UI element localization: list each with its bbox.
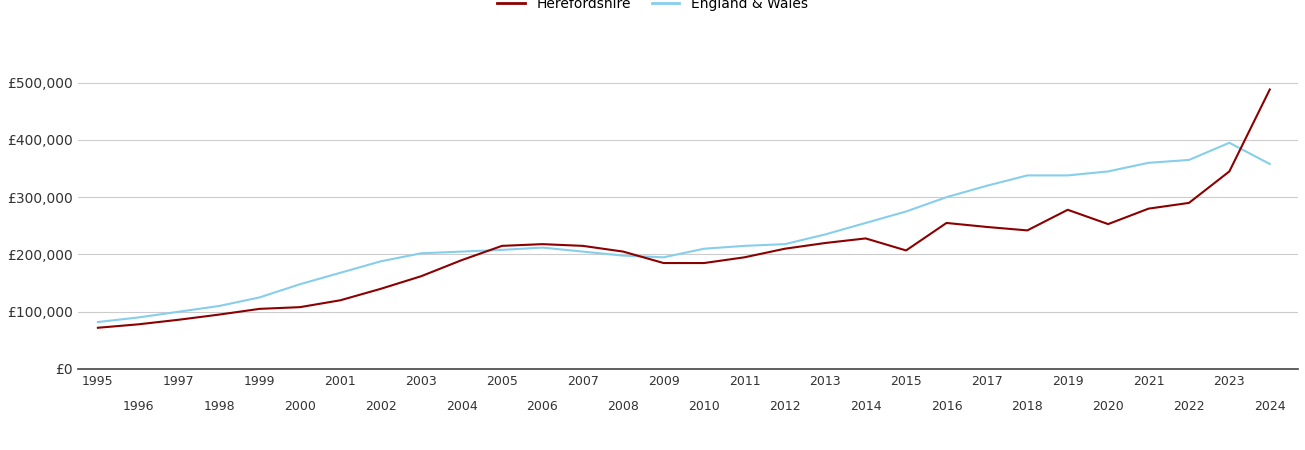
Herefordshire — [979, 224, 994, 230]
England & Wales — [616, 253, 632, 258]
Herefordshire — [696, 261, 711, 266]
Line: England & Wales: England & Wales — [98, 143, 1270, 322]
Herefordshire — [616, 249, 632, 254]
England & Wales — [776, 242, 792, 247]
Text: 2022: 2022 — [1173, 400, 1205, 413]
England & Wales — [130, 315, 146, 320]
Text: 1998: 1998 — [204, 400, 235, 413]
England & Wales — [1141, 160, 1156, 166]
England & Wales — [535, 245, 551, 250]
England & Wales — [1262, 161, 1278, 166]
Herefordshire — [1221, 169, 1237, 174]
Herefordshire — [938, 220, 954, 225]
England & Wales — [454, 249, 470, 254]
Text: 2000: 2000 — [284, 400, 316, 413]
Herefordshire — [1100, 221, 1116, 227]
Herefordshire — [656, 261, 672, 266]
Herefordshire — [535, 242, 551, 247]
England & Wales — [857, 220, 873, 225]
Text: 2008: 2008 — [607, 400, 639, 413]
Herefordshire — [130, 322, 146, 327]
England & Wales — [90, 320, 106, 325]
Herefordshire — [333, 297, 348, 303]
Herefordshire — [171, 317, 187, 323]
Herefordshire — [857, 236, 873, 241]
Herefordshire — [1141, 206, 1156, 211]
Herefordshire — [1262, 87, 1278, 92]
England & Wales — [252, 295, 268, 300]
Herefordshire — [211, 312, 227, 317]
England & Wales — [373, 259, 389, 264]
Herefordshire — [252, 306, 268, 311]
England & Wales — [736, 243, 752, 248]
Text: 2012: 2012 — [769, 400, 801, 413]
England & Wales — [211, 303, 227, 309]
England & Wales — [817, 232, 833, 237]
Text: 2024: 2024 — [1254, 400, 1285, 413]
Herefordshire — [292, 305, 308, 310]
England & Wales — [333, 270, 348, 275]
Line: Herefordshire: Herefordshire — [98, 90, 1270, 328]
Text: 2002: 2002 — [365, 400, 397, 413]
Herefordshire — [776, 246, 792, 252]
England & Wales — [656, 255, 672, 260]
Text: 1996: 1996 — [123, 400, 154, 413]
Text: 2006: 2006 — [526, 400, 559, 413]
Text: 2004: 2004 — [446, 400, 478, 413]
England & Wales — [938, 194, 954, 200]
Herefordshire — [1019, 228, 1035, 233]
Herefordshire — [817, 240, 833, 246]
England & Wales — [696, 246, 711, 252]
England & Wales — [1181, 157, 1197, 162]
Text: 2020: 2020 — [1092, 400, 1124, 413]
Herefordshire — [1181, 200, 1197, 206]
Text: 2010: 2010 — [688, 400, 720, 413]
Herefordshire — [495, 243, 510, 248]
England & Wales — [414, 251, 429, 256]
Text: 2014: 2014 — [850, 400, 881, 413]
England & Wales — [292, 282, 308, 287]
Herefordshire — [90, 325, 106, 330]
England & Wales — [1100, 169, 1116, 174]
England & Wales — [1221, 140, 1237, 145]
Herefordshire — [576, 243, 591, 248]
Text: 2018: 2018 — [1011, 400, 1043, 413]
England & Wales — [898, 209, 913, 214]
Herefordshire — [373, 286, 389, 292]
England & Wales — [171, 309, 187, 315]
Herefordshire — [898, 248, 913, 253]
Herefordshire — [414, 274, 429, 279]
Herefordshire — [454, 257, 470, 263]
England & Wales — [979, 183, 994, 189]
Text: 2016: 2016 — [930, 400, 962, 413]
England & Wales — [1019, 173, 1035, 178]
England & Wales — [1060, 173, 1075, 178]
Herefordshire — [736, 255, 752, 260]
Herefordshire — [1060, 207, 1075, 212]
England & Wales — [495, 247, 510, 252]
Legend: Herefordshire, England & Wales: Herefordshire, England & Wales — [492, 0, 813, 16]
England & Wales — [576, 249, 591, 254]
